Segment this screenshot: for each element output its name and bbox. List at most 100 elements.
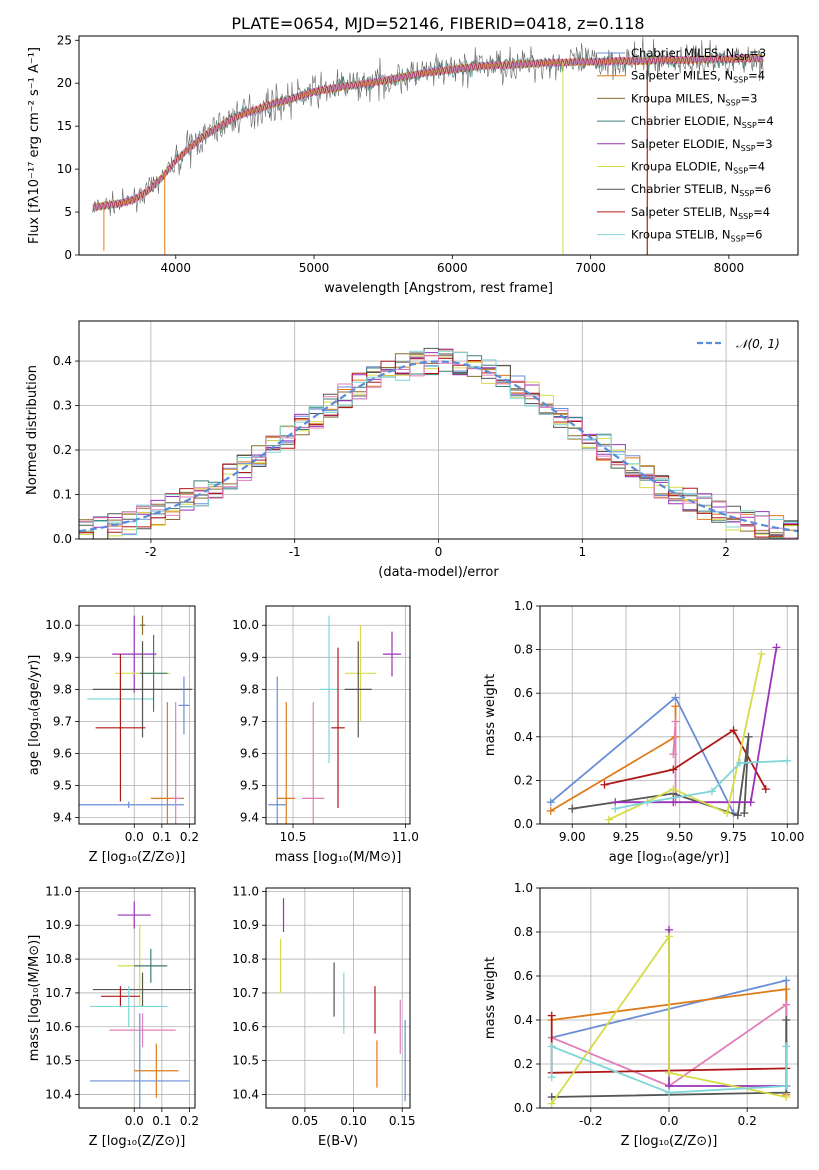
y-tick-label: 11.0 [232,884,259,898]
y-tick-label: 0.6 [514,969,533,983]
y-tick-label: 9.7 [240,714,259,728]
residuals-frame [78,320,799,540]
mass_vs_Z-frame [78,887,196,1109]
y-tick-label: 10.8 [45,952,72,966]
legend-entry: Salpeter STELIB, NSSP=4 [631,205,770,221]
x-axis-label: Z [log₁₀(Z/Z⊙)] [621,1134,718,1149]
y-tick-label: 0.2 [514,773,533,787]
massweight_vs_age-axes: 9.00 9.25 9.50 9.75 10.00 0.0 0.2 0.4 0.6 0.8 1.0 a… [483,599,804,865]
y-tick-label: 25 [57,33,72,47]
massweight_vs_age-frame [539,605,799,825]
weight-line [550,696,735,814]
x-axis-label: E(B-V) [318,1134,358,1149]
x-tick-label: 5000 [299,261,330,275]
mass_vs_EBV-plot-area [279,898,406,1102]
spectrum-plot-area [92,37,764,255]
y-axis-label: mass weight [483,957,498,1039]
y-tick-label: 10.7 [232,986,259,1000]
age_vs_Z-plot-area [79,615,193,824]
plots-layer: 4000 5000 6000 7000 80000510152025wavelength… [25,33,804,1149]
x-tick-label: 6000 [437,261,468,275]
y-tick-label: 9.9 [240,650,259,664]
mass_vs_Z-plot-area [90,901,193,1108]
weight-line [668,929,787,1087]
y-axis-label: Flux [fλ10⁻¹⁷ erg cm⁻² s⁻¹ A⁻¹] [27,47,42,244]
y-tick-label: 11.0 [45,884,72,898]
legend-entry: Kroupa ELODIE, NSSP=4 [631,160,765,176]
weight-line [615,647,778,804]
age_vs_mass-frame [265,605,411,825]
x-tick-label: 0.1 [152,1114,171,1128]
x-tick-label: 1 [578,545,586,559]
reference-legend-label: 𝒩(0, 1) [736,337,780,351]
y-tick-label: 0.0 [514,817,533,831]
y-tick-label: 20 [57,76,72,90]
y-tick-label: 9.9 [53,650,72,664]
mass_vs_EBV-frame [265,887,411,1109]
x-tick-label: 11.0 [392,830,419,844]
mass_vs_Z-axes: 0.0 0.1 0.2 10.4 10.5 10.6 10.7 10.8 10.9 11.0 Z [… [27,884,199,1149]
y-tick-label: 9.7 [53,714,72,728]
x-tick-label: 0.05 [292,1114,319,1128]
legend: Chabrier MILES, NSSP=3 Salpeter MILES, NS… [597,46,774,244]
age_vs_Z-frame [78,605,196,825]
y-tick-label: 0.3 [53,399,72,413]
y-tick-label: 9.6 [240,746,259,760]
y-tick-label: 1.0 [514,881,533,895]
legend-entry: Kroupa MILES, NSSP=3 [631,91,757,107]
y-tick-label: 10.5 [45,1054,72,1068]
y-tick-label: 10.0 [45,618,72,632]
weight-line [572,736,750,817]
y-tick-label: 0.0 [53,532,72,546]
figure-title: PLATE=0654, MJD=52146, FIBERID=0418, z=0… [231,14,644,33]
legend-entry: Chabrier MILES, NSSP=3 [631,46,766,62]
y-tick-label: 10.9 [45,918,72,932]
y-tick-label: 0.0 [514,1101,533,1115]
x-tick-label: 7000 [575,261,606,275]
y-axis-label: mass weight [483,674,498,756]
x-tick-label: 4000 [161,261,192,275]
y-tick-label: 0.1 [53,488,72,502]
y-tick-label: 5 [64,205,72,219]
normal-reference-curve [79,360,798,533]
y-tick-label: 9.5 [240,779,259,793]
x-tick-label: 10.00 [770,830,804,844]
x-tick-label: 9.50 [666,830,693,844]
x-axis-label: Z [log₁₀(Z/Z⊙)] [89,850,186,865]
y-tick-label: 9.4 [240,811,259,825]
y-tick-label: 10.4 [45,1087,72,1101]
y-tick-label: 0.2 [514,1057,533,1071]
y-tick-label: 9.4 [53,811,72,825]
x-tick-label: 9.75 [720,830,747,844]
histogram-step [79,355,798,539]
spectrum-line [92,54,764,211]
y-tick-label: 0.8 [514,643,533,657]
x-axis-label: (data-model)/error [378,565,499,580]
x-axis-label: Z [log₁₀(Z/Z⊙)] [89,1134,186,1149]
spectrum-line [92,54,764,212]
y-tick-label: 9.8 [53,682,72,696]
x-tick-label: 9.00 [559,830,586,844]
y-tick-label: 10.0 [232,618,259,632]
y-axis-label: Normed distribution [25,365,40,495]
x-tick-label: 0.0 [659,1114,678,1128]
y-tick-label: 0.4 [514,1013,533,1027]
y-tick-label: 0 [64,248,72,262]
y-tick-label: 10.8 [232,952,259,966]
x-tick-label: -2 [145,545,157,559]
age_vs_Z-axes: 0.0 0.1 0.2 9.4 9.5 9.6 9.7 9.8 9.9 10.0 Z [log₁₀(… [27,606,199,865]
y-tick-label: 9.5 [53,779,72,793]
spectrum-frame [78,35,799,256]
legend-entry: Salpeter ELODIE, NSSP=3 [631,137,773,153]
x-tick-label: -0.2 [579,1114,602,1128]
y-tick-label: 10.6 [232,1020,259,1034]
massweight_vs_Z-frame [539,887,799,1109]
weight-line [604,729,767,790]
x-tick-label: 0.2 [180,1114,199,1128]
x-tick-label: 0.2 [738,1114,757,1128]
x-tick-label: 0.0 [125,1114,144,1128]
legend-entry: Salpeter MILES, NSSP=4 [631,69,765,85]
y-tick-label: 9.6 [53,746,72,760]
x-tick-label: 8000 [714,261,745,275]
